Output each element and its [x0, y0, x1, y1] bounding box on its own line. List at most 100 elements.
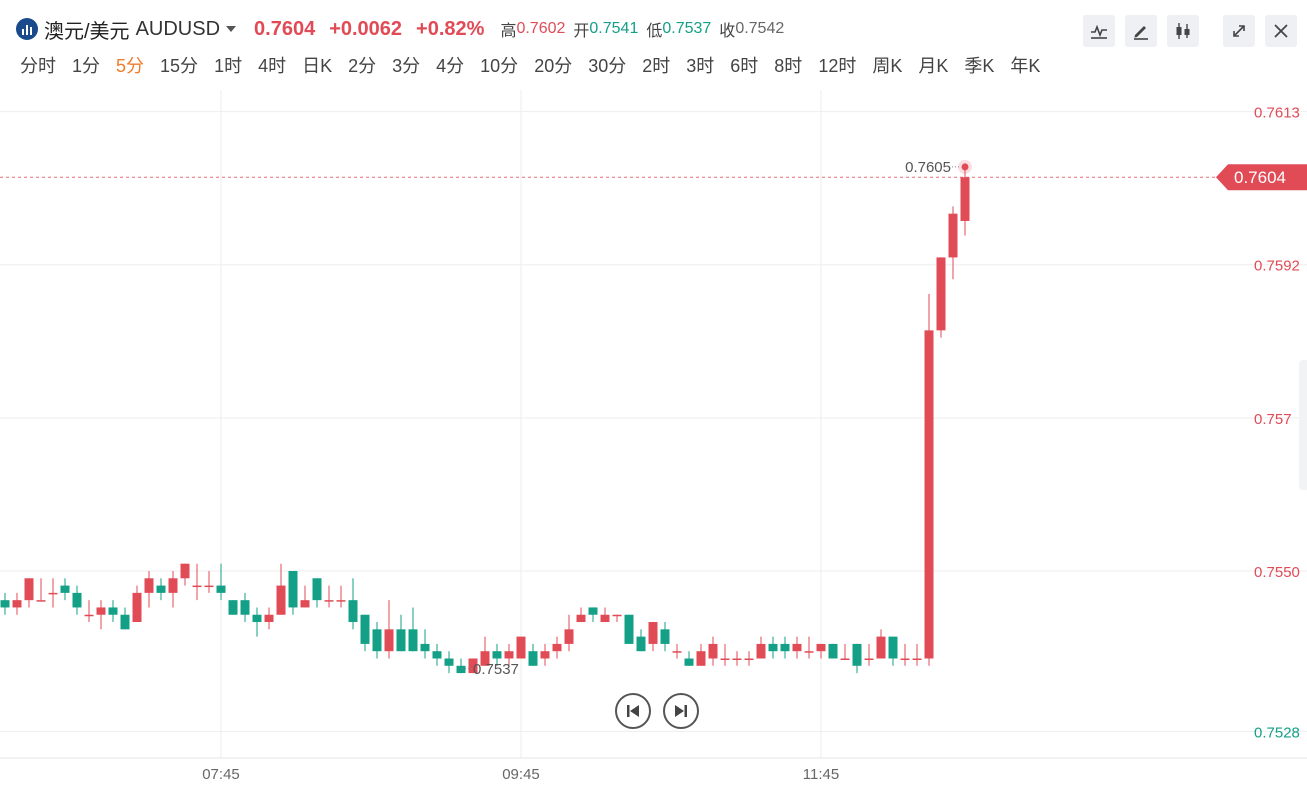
chart-navigation: [615, 693, 699, 729]
candle-body: [936, 257, 946, 331]
period-tabs: 分时 1分 5分 15分 1时 4时 日K 2分 3分 4分 10分 20分 30分 2时 3时 6时 8时 12…: [12, 54, 1048, 78]
tab-period-8[interactable]: 3分: [392, 56, 421, 76]
fullscreen-button[interactable]: [1223, 15, 1255, 47]
candle-body: [624, 614, 634, 644]
tab-period-1[interactable]: 1分: [72, 56, 101, 76]
candle-body: [708, 643, 718, 659]
tab-period-17[interactable]: 12时: [818, 56, 857, 76]
tab-period-3[interactable]: 15分: [160, 56, 199, 76]
candle-body: [720, 658, 730, 660]
candle-body: [852, 643, 862, 666]
candle-body: [780, 643, 790, 652]
candle-body: [288, 570, 298, 608]
candle-body: [804, 651, 814, 653]
candle-body: [384, 629, 394, 652]
candle-body: [516, 636, 526, 659]
symbol-row: 澳元/美元 AUDUSD 0.7604 +0.0062 +0.82% 高 0.7…: [16, 14, 790, 44]
high-value: 0.7602: [516, 20, 566, 37]
candle-body: [468, 658, 478, 674]
tab-period-20[interactable]: 季K: [964, 56, 995, 76]
candle-body: [768, 643, 778, 652]
candle-body: [528, 651, 538, 666]
next-button[interactable]: [663, 693, 699, 729]
draw-button[interactable]: [1125, 15, 1157, 47]
tab-period-19[interactable]: 月K: [918, 56, 949, 76]
candle-body: [276, 585, 286, 615]
candle-body: [264, 614, 274, 623]
tab-period-0[interactable]: 分时: [20, 56, 56, 76]
candle-body: [0, 600, 10, 608]
chart-header: 澳元/美元 AUDUSD 0.7604 +0.0062 +0.82% 高 0.7…: [0, 0, 1307, 90]
tab-period-7[interactable]: 2分: [348, 56, 377, 76]
tab-period-14[interactable]: 3时: [686, 56, 715, 76]
tab-period-18[interactable]: 周K: [872, 56, 903, 76]
candle-body: [660, 629, 670, 644]
symbol-code[interactable]: AUDUSD: [135, 17, 221, 40]
max-price-label: 0.7605: [905, 159, 951, 176]
candle-body: [504, 651, 514, 659]
candle-body: [432, 651, 442, 659]
candle-body: [564, 629, 574, 644]
candle-body: [744, 658, 754, 660]
candle-body: [180, 563, 190, 579]
close-button[interactable]: [1265, 15, 1297, 47]
candle-body: [828, 643, 838, 659]
candlestick-icon: [1176, 23, 1190, 39]
candle-body: [360, 614, 370, 644]
candle-body: [552, 643, 562, 652]
max-dot: [961, 163, 969, 171]
y-tick-label: 0.7613: [1254, 105, 1300, 122]
price-change-pct: +0.82%: [416, 17, 485, 40]
candle-body: [540, 651, 550, 659]
candle-body: [348, 600, 358, 623]
candle-body: [960, 177, 970, 221]
tab-period-13[interactable]: 2时: [642, 56, 671, 76]
line-style-icon: [1091, 24, 1107, 39]
y-tick-label: 0.7592: [1254, 258, 1300, 275]
open-label: 开: [573, 23, 590, 40]
side-collapse-handle[interactable]: [1299, 360, 1307, 490]
chart-type-button[interactable]: [1167, 15, 1199, 47]
tab-period-2[interactable]: 5分: [116, 56, 145, 76]
tab-period-15[interactable]: 6时: [730, 56, 759, 76]
candlestick-chart[interactable]: 0.7613 0.7592 0.757 0.7550 0.7528 07:45 09:45 1…: [0, 90, 1307, 786]
candle-body: [672, 651, 682, 653]
candle-body: [864, 658, 874, 660]
candle-body: [12, 600, 22, 608]
candle-body: [420, 643, 430, 652]
candle-body: [60, 585, 70, 593]
candle-body: [48, 592, 58, 595]
candle-body: [636, 636, 646, 652]
candle-body: [36, 600, 46, 602]
tab-period-4[interactable]: 1时: [214, 56, 243, 76]
candle-body: [84, 614, 94, 617]
candle-body: [876, 636, 886, 659]
candle-body: [732, 658, 742, 660]
symbol-name[interactable]: 澳元/美元: [44, 20, 130, 43]
line-style-button[interactable]: [1083, 15, 1115, 47]
candle-body: [900, 658, 910, 660]
last-price-tag: [1216, 164, 1307, 191]
tab-period-9[interactable]: 4分: [436, 56, 465, 76]
tab-period-6[interactable]: 日K: [302, 56, 333, 76]
candle-body: [492, 651, 502, 659]
candle-body: [252, 614, 262, 623]
chevron-down-icon[interactable]: [226, 26, 237, 32]
candle-body: [108, 607, 118, 615]
tab-period-5[interactable]: 4时: [258, 56, 287, 76]
candle-body: [444, 658, 454, 666]
tab-period-11[interactable]: 20分: [534, 56, 573, 76]
candle-body: [684, 658, 694, 666]
tab-period-12[interactable]: 30分: [588, 56, 627, 76]
close-label: 收: [719, 23, 736, 40]
tab-period-10[interactable]: 10分: [480, 56, 519, 76]
low-label: 低: [646, 23, 663, 40]
candle-body: [336, 600, 346, 602]
candle-body: [216, 585, 226, 593]
skip-forward-icon: [675, 705, 687, 717]
candle-body: [480, 651, 490, 666]
candle-body: [396, 629, 406, 652]
prev-button[interactable]: [615, 693, 651, 729]
tab-period-16[interactable]: 8时: [774, 56, 803, 76]
tab-period-21[interactable]: 年K: [1010, 56, 1041, 76]
